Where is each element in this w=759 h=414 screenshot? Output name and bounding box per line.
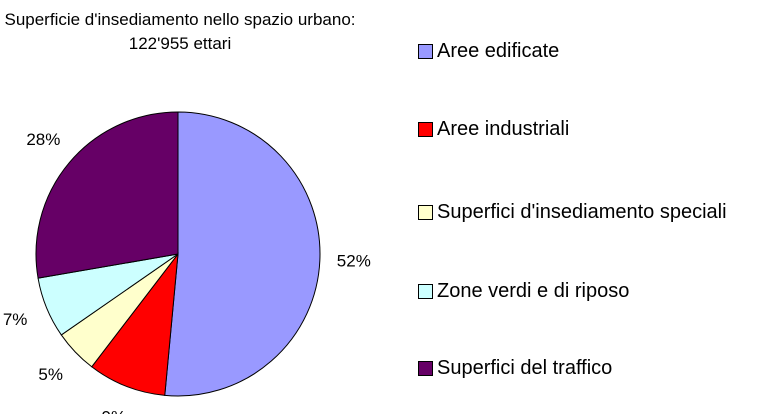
legend-item: Aree edificate xyxy=(418,38,748,64)
data-label: 7% xyxy=(3,310,28,329)
legend-swatch xyxy=(418,284,433,299)
data-label: 9% xyxy=(102,407,127,414)
legend-item: Aree industriali xyxy=(418,116,748,142)
pie-slice xyxy=(35,111,179,279)
legend-item: Zone verdi e di riposo xyxy=(418,278,748,304)
legend-swatch xyxy=(418,205,433,220)
legend-label: Superfici del traffico xyxy=(437,357,613,379)
data-label: 5% xyxy=(38,365,63,384)
data-label: 28% xyxy=(26,130,60,149)
legend-swatch xyxy=(418,44,433,59)
chart-title: Superficie d'insediamento nello spazio u… xyxy=(4,10,356,53)
data-label: 52% xyxy=(337,252,371,271)
pie-slice xyxy=(164,111,321,397)
pie-slice xyxy=(91,252,179,396)
legend-label: Aree industriali xyxy=(437,118,570,140)
legend-label: Zone verdi e di riposo xyxy=(437,280,630,302)
legend-label: Aree edificate xyxy=(437,40,560,62)
legend-swatch xyxy=(418,361,433,376)
legend-label: Superfici d'insediamento speciali xyxy=(437,201,727,223)
legend-item: Superfici del traffico xyxy=(418,355,748,381)
legend-swatch xyxy=(418,122,433,137)
legend-item: Superfici d'insediamento speciali xyxy=(418,199,758,225)
